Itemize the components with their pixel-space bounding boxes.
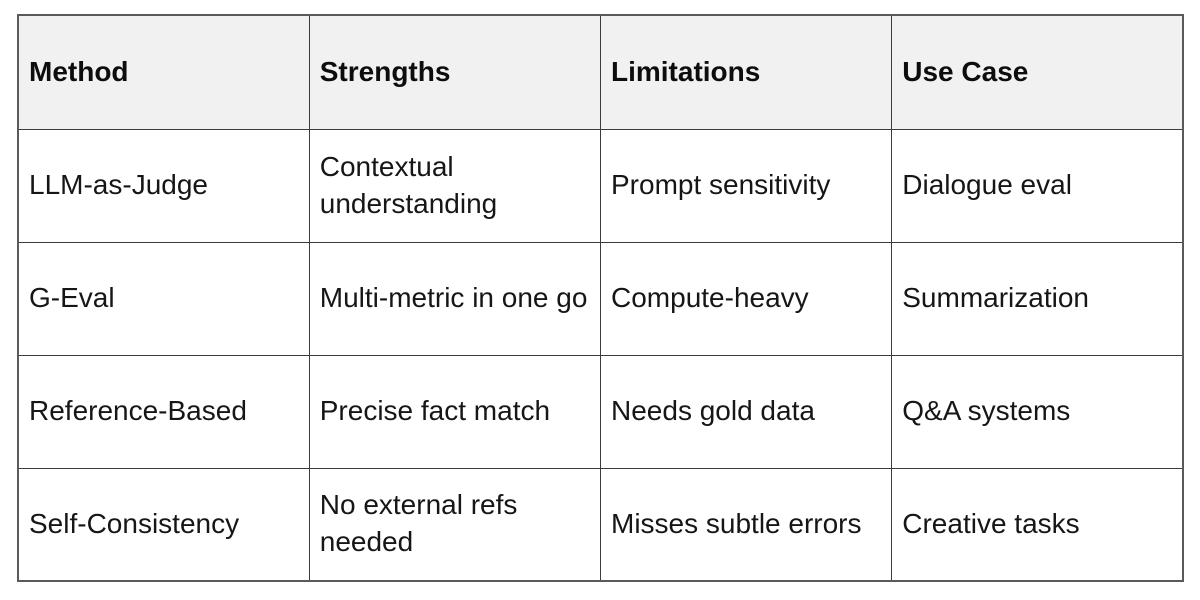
- cell-strengths: Multi-metric in one go: [308, 241, 602, 356]
- cell-limitations: Misses subtle errors: [599, 467, 893, 582]
- column-header-strengths: Strengths: [308, 14, 602, 130]
- cell-method: G-Eval: [17, 241, 310, 356]
- column-header-method: Method: [17, 14, 310, 130]
- cell-limitations: Needs gold data: [599, 354, 893, 469]
- cell-use-case: Q&A systems: [891, 354, 1184, 469]
- column-header-use-case: Use Case: [891, 14, 1184, 130]
- cell-method: Self-Consistency: [17, 467, 310, 582]
- cell-limitations: Compute-heavy: [599, 241, 893, 356]
- header-row: Method Strengths Limitations Use Case: [17, 14, 1184, 130]
- cell-strengths: Contextual understanding: [308, 128, 602, 243]
- cell-strengths: Precise fact match: [308, 354, 602, 469]
- table-row-llm-as-judge: LLM-as-Judge Contextual understanding Pr…: [17, 128, 1184, 243]
- column-header-limitations: Limitations: [599, 14, 893, 130]
- cell-use-case: Dialogue eval: [891, 128, 1184, 243]
- cell-strengths: No external refs needed: [308, 467, 602, 582]
- evaluation-methods-table: Method Strengths Limitations Use Case LL…: [17, 14, 1184, 582]
- table-row-self-consistency: Self-Consistency No external refs needed…: [17, 467, 1184, 582]
- cell-use-case: Summarization: [891, 241, 1184, 356]
- cell-method: LLM-as-Judge: [17, 128, 310, 243]
- table-header: Method Strengths Limitations Use Case: [17, 14, 1184, 130]
- cell-use-case: Creative tasks: [891, 467, 1184, 582]
- cell-method: Reference-Based: [17, 354, 310, 469]
- table-row-g-eval: G-Eval Multi-metric in one go Compute-he…: [17, 241, 1184, 356]
- cell-limitations: Prompt sensitivity: [599, 128, 893, 243]
- table-body: LLM-as-Judge Contextual understanding Pr…: [17, 128, 1184, 582]
- table-row-reference-based: Reference-Based Precise fact match Needs…: [17, 354, 1184, 469]
